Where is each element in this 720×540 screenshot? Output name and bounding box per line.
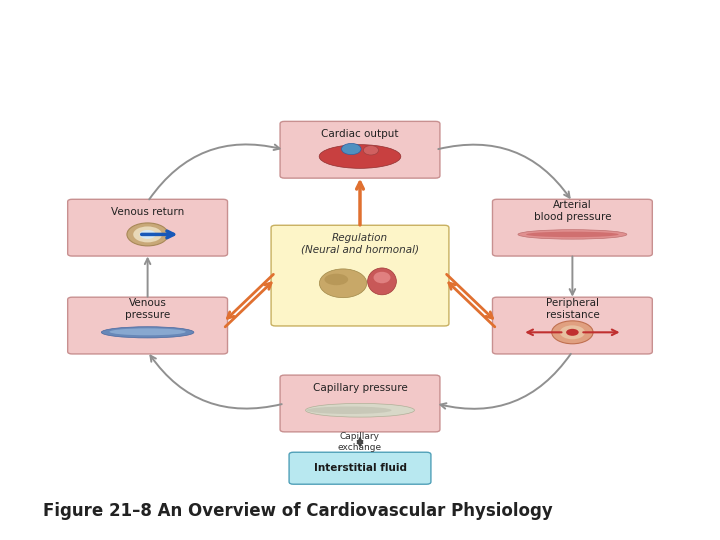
Ellipse shape bbox=[341, 144, 361, 154]
Text: Pressure and Resistance: Pressure and Resistance bbox=[109, 31, 611, 65]
Ellipse shape bbox=[368, 268, 397, 295]
Ellipse shape bbox=[320, 269, 366, 298]
FancyBboxPatch shape bbox=[492, 199, 652, 256]
Text: Cardiac output: Cardiac output bbox=[321, 129, 399, 139]
Circle shape bbox=[552, 321, 593, 344]
Ellipse shape bbox=[109, 328, 186, 335]
Text: Capillary
exchange: Capillary exchange bbox=[338, 433, 382, 452]
FancyBboxPatch shape bbox=[68, 199, 228, 256]
FancyBboxPatch shape bbox=[68, 297, 228, 354]
Ellipse shape bbox=[374, 272, 390, 284]
Circle shape bbox=[560, 325, 585, 339]
Circle shape bbox=[127, 223, 168, 246]
Ellipse shape bbox=[319, 145, 401, 168]
Text: Venous
pressure: Venous pressure bbox=[125, 298, 170, 320]
Text: Arterial
blood pressure: Arterial blood pressure bbox=[534, 200, 611, 222]
FancyBboxPatch shape bbox=[289, 452, 431, 484]
Ellipse shape bbox=[526, 232, 618, 237]
FancyBboxPatch shape bbox=[492, 297, 652, 354]
Ellipse shape bbox=[305, 403, 415, 417]
Text: Peripheral
resistance: Peripheral resistance bbox=[546, 298, 599, 320]
Circle shape bbox=[133, 226, 162, 242]
Ellipse shape bbox=[364, 145, 379, 155]
Ellipse shape bbox=[325, 274, 348, 285]
Text: Interstitial fluid: Interstitial fluid bbox=[313, 463, 407, 473]
FancyBboxPatch shape bbox=[280, 375, 440, 432]
Text: Capillary pressure: Capillary pressure bbox=[312, 383, 408, 393]
Circle shape bbox=[566, 329, 579, 336]
FancyBboxPatch shape bbox=[280, 122, 440, 178]
Text: Regulation
(Neural and hormonal): Regulation (Neural and hormonal) bbox=[301, 233, 419, 255]
Text: Figure 21–8 An Overview of Cardiovascular Physiology: Figure 21–8 An Overview of Cardiovascula… bbox=[43, 502, 553, 520]
Ellipse shape bbox=[307, 407, 392, 414]
Text: Venous return: Venous return bbox=[111, 207, 184, 217]
Ellipse shape bbox=[518, 230, 627, 239]
FancyBboxPatch shape bbox=[271, 225, 449, 326]
Ellipse shape bbox=[102, 327, 194, 338]
Circle shape bbox=[140, 230, 156, 239]
